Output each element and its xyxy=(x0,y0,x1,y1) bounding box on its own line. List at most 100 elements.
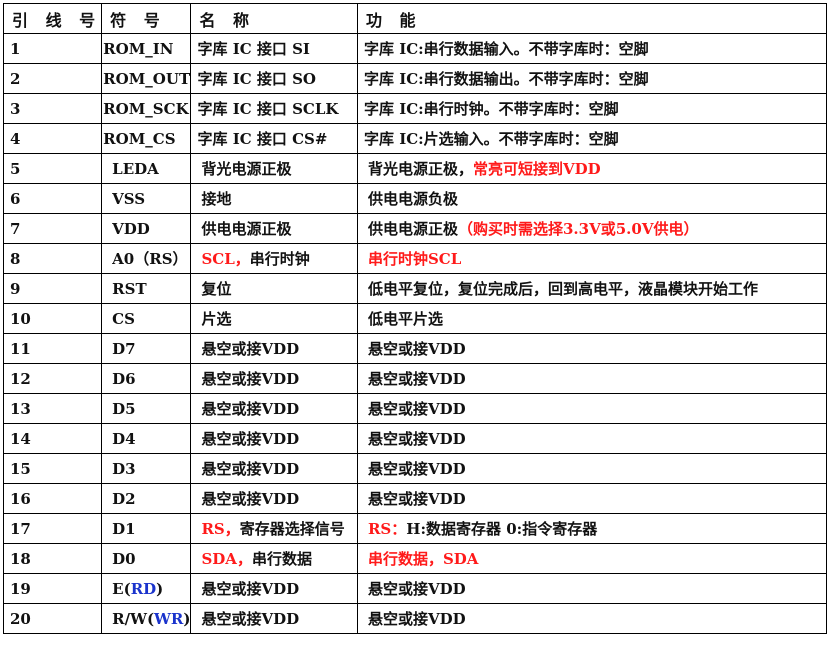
pin-symbol-text: D1 xyxy=(112,519,136,538)
pin-symbol-text: RST xyxy=(112,279,147,298)
pin-name: RS，寄存器选择信号 xyxy=(190,513,358,544)
pin-name-text: SCL， xyxy=(201,250,250,268)
pin-function-text: 供电电源正极 xyxy=(367,220,458,238)
table-row: 12 D6 悬空或接VDD 悬空或接VDD xyxy=(2,363,827,394)
pin-symbol: D5 xyxy=(101,393,192,424)
pin-name-text: 接地 xyxy=(201,190,232,208)
pin-function: 串行时钟SCL xyxy=(356,243,827,274)
pin-function-text: 悬空或接VDD xyxy=(367,460,466,478)
pin-name-text: 字库 IC 接口 SCLK xyxy=(197,100,339,118)
pin-function: 悬空或接VDD xyxy=(356,603,827,634)
pin-function-text: 串行数据，SDA xyxy=(367,550,479,568)
pin-function-text: 悬空或接VDD xyxy=(367,580,466,598)
pin-number: 3 xyxy=(2,93,103,124)
table-row: 3 ROM_SCK 字库 IC 接口 SCLK 字库 IC:串行时钟。不带字库时：空脚 xyxy=(2,93,827,124)
pin-function-text: 悬空或接VDD xyxy=(367,370,466,388)
pin-name: 复位 xyxy=(190,273,358,304)
pin-function-text: （购买时需选择3.3V或5.0V供电） xyxy=(457,220,699,238)
pin-function-text: 背光电源正极， xyxy=(367,160,473,178)
pin-name: 悬空或接VDD xyxy=(190,363,358,394)
pin-number: 15 xyxy=(2,453,103,484)
pin-number: 6 xyxy=(2,183,103,214)
pin-symbol: D4 xyxy=(101,423,192,454)
pin-name-text: 悬空或接VDD xyxy=(201,490,300,508)
pin-number: 5 xyxy=(2,153,103,184)
pin-name: 悬空或接VDD xyxy=(190,423,358,454)
table-row: 2 ROM_OUT 字库 IC 接口 SO 字库 IC:串行数据输出。不带字库时：空脚 xyxy=(2,63,827,94)
pin-function-text: RS： xyxy=(367,520,407,538)
pin-symbol-text: ) xyxy=(156,579,164,598)
header-pin: 引 线 号 xyxy=(2,3,103,34)
pin-name-text: SDA， xyxy=(201,550,252,568)
pin-function: 悬空或接VDD xyxy=(356,363,827,394)
pin-function: 低电平片选 xyxy=(356,303,827,334)
pin-symbol-text: D3 xyxy=(112,459,136,478)
pin-symbol-text: R/W( xyxy=(112,609,155,628)
pin-symbol-text: ) xyxy=(183,609,191,628)
pin-number: 18 xyxy=(2,543,103,574)
header-name: 名 称 xyxy=(190,3,358,34)
pin-symbol: ROM_SCK xyxy=(101,93,192,124)
pin-function-text: 字库 IC:串行数据输出。不带字库时：空脚 xyxy=(363,70,649,88)
pin-symbol-text: LEDA xyxy=(112,159,159,178)
pin-name: SCL，串行时钟 xyxy=(190,243,358,274)
pin-function-text: 悬空或接VDD xyxy=(367,610,466,628)
header-row: 引 线 号 符 号 名 称 功 能 xyxy=(2,3,827,34)
table-body: 引 线 号 符 号 名 称 功 能 1 ROM_IN 字库 IC 接口 SI 字库 I… xyxy=(2,3,827,634)
pin-function: 悬空或接VDD xyxy=(356,483,827,514)
pin-name-text: 串行时钟 xyxy=(249,250,310,268)
pin-symbol: D6 xyxy=(101,363,192,394)
pin-number: 4 xyxy=(2,123,103,154)
table-row: 18 D0 SDA，串行数据 串行数据，SDA xyxy=(2,543,827,574)
table-row: 20 R/W(WR) 悬空或接VDD 悬空或接VDD xyxy=(2,603,827,634)
pin-function: 悬空或接VDD xyxy=(356,393,827,424)
pin-symbol: R/W(WR) xyxy=(101,603,192,634)
pin-number: 12 xyxy=(2,363,103,394)
pin-function-text: 悬空或接VDD xyxy=(367,430,466,448)
pin-name: 悬空或接VDD xyxy=(190,483,358,514)
pin-name-text: 字库 IC 接口 SI xyxy=(197,40,310,58)
pin-name-text: 字库 IC 接口 CS# xyxy=(197,130,328,148)
pin-symbol: D3 xyxy=(101,453,192,484)
pin-number: 14 xyxy=(2,423,103,454)
pin-name-text: 寄存器选择信号 xyxy=(239,520,345,538)
pin-name-text: 悬空或接VDD xyxy=(201,430,300,448)
pin-number: 11 xyxy=(2,333,103,364)
pin-symbol-text: ROM_CS xyxy=(103,129,176,148)
pin-symbol-text: ROM_IN xyxy=(103,39,174,58)
pin-symbol-text: CS xyxy=(112,309,135,328)
pin-name-text: 悬空或接VDD xyxy=(201,610,300,628)
pin-symbol: CS xyxy=(101,303,192,334)
pin-function: 供电电源正极（购买时需选择3.3V或5.0V供电） xyxy=(356,213,827,244)
pin-function-text: 供电电源负极 xyxy=(367,190,458,208)
table-row: 6 VSS 接地 供电电源负极 xyxy=(2,183,827,214)
pin-symbol: ROM_OUT xyxy=(101,63,192,94)
pin-function-text: 字库 IC:串行时钟。不带字库时：空脚 xyxy=(363,100,619,118)
table-row: 13 D5 悬空或接VDD 悬空或接VDD xyxy=(2,393,827,424)
pin-symbol: RST xyxy=(101,273,192,304)
table-row: 11 D7 悬空或接VDD 悬空或接VDD xyxy=(2,333,827,364)
table-row: 16 D2 悬空或接VDD 悬空或接VDD xyxy=(2,483,827,514)
pin-name: 背光电源正极 xyxy=(190,153,358,184)
header-symbol: 符 号 xyxy=(101,3,192,34)
pin-symbol-text: VSS xyxy=(112,189,146,208)
pin-number: 9 xyxy=(2,273,103,304)
pin-symbol: E(RD) xyxy=(101,573,192,604)
pin-symbol: VDD xyxy=(101,213,192,244)
pin-name-text: 复位 xyxy=(201,280,232,298)
pin-name: 字库 IC 接口 SO xyxy=(190,63,358,94)
pin-name-text: 片选 xyxy=(201,310,232,328)
pin-symbol-text: D5 xyxy=(112,399,136,418)
pin-function-text: 低电平片选 xyxy=(367,310,443,328)
pin-name: 悬空或接VDD xyxy=(190,573,358,604)
pin-number: 16 xyxy=(2,483,103,514)
header-function: 功 能 xyxy=(356,3,827,34)
pin-function: 低电平复位，复位完成后，回到高电平，液晶模块开始工作 xyxy=(356,273,827,304)
table-row: 19 E(RD) 悬空或接VDD 悬空或接VDD xyxy=(2,573,827,604)
pin-symbol: D0 xyxy=(101,543,192,574)
pin-name-text: 悬空或接VDD xyxy=(201,580,300,598)
pin-number: 17 xyxy=(2,513,103,544)
pin-symbol: A0（RS） xyxy=(101,243,192,274)
pin-function-text: 串行时钟SCL xyxy=(367,250,462,268)
pin-name-text: 悬空或接VDD xyxy=(201,460,300,478)
